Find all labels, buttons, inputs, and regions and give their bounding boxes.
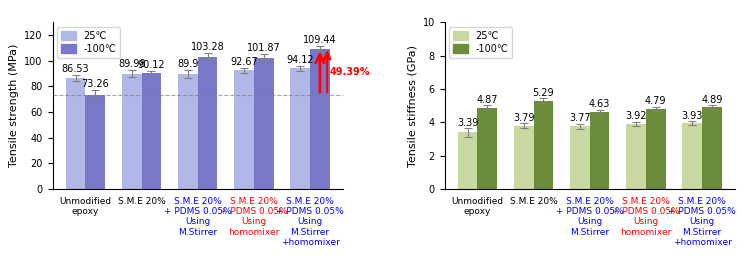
Bar <box>254 58 274 189</box>
Text: 49.39%: 49.39% <box>330 67 370 77</box>
Text: 4.89: 4.89 <box>701 95 723 105</box>
Bar <box>178 74 198 189</box>
Text: 3.39: 3.39 <box>457 118 478 128</box>
Text: 86.53: 86.53 <box>62 64 89 75</box>
Text: 4.79: 4.79 <box>645 96 667 106</box>
Bar <box>198 56 217 189</box>
Text: 3.92: 3.92 <box>626 111 647 121</box>
Text: 101.87: 101.87 <box>247 43 280 53</box>
Text: 4.87: 4.87 <box>476 95 498 105</box>
Bar <box>234 70 254 189</box>
Bar <box>290 68 310 189</box>
Bar <box>570 126 590 189</box>
Text: 3.79: 3.79 <box>513 113 535 123</box>
Text: 92.67: 92.67 <box>230 56 258 66</box>
Text: 89.9: 89.9 <box>177 59 199 69</box>
Bar <box>310 49 330 189</box>
Bar <box>142 73 161 189</box>
Text: 90.12: 90.12 <box>137 60 165 70</box>
Bar <box>702 108 721 189</box>
Bar <box>590 112 610 189</box>
Bar <box>122 74 142 189</box>
Text: 103.28: 103.28 <box>190 42 224 52</box>
Bar <box>646 109 665 189</box>
Bar <box>682 123 702 189</box>
Bar <box>86 95 105 189</box>
Legend: 25℃, -100℃: 25℃, -100℃ <box>449 27 512 58</box>
Bar <box>458 133 478 189</box>
Text: 109.44: 109.44 <box>303 35 337 45</box>
Bar <box>533 101 554 189</box>
Legend: 25℃, -100℃: 25℃, -100℃ <box>57 27 120 58</box>
Bar <box>66 78 86 189</box>
Text: 89.98: 89.98 <box>118 59 146 69</box>
Y-axis label: Tensile strength (MPa): Tensile strength (MPa) <box>9 44 19 167</box>
Y-axis label: Tensile stiffness (GPa): Tensile stiffness (GPa) <box>407 45 417 167</box>
Text: 3.93: 3.93 <box>682 111 703 121</box>
Text: 3.77: 3.77 <box>569 113 591 123</box>
Text: 5.29: 5.29 <box>532 88 554 98</box>
Bar <box>626 124 646 189</box>
Text: 94.12: 94.12 <box>286 55 314 65</box>
Text: 4.63: 4.63 <box>589 99 610 109</box>
Text: 73.26: 73.26 <box>81 79 109 89</box>
Bar <box>514 126 533 189</box>
Bar <box>478 108 497 189</box>
